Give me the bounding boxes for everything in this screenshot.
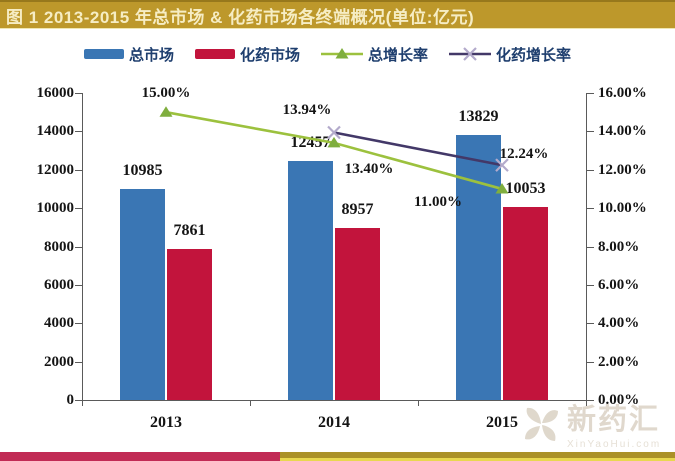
right-axis-tick-label: 4.00% (598, 315, 640, 332)
left-axis-tick-label: 10000 (36, 200, 75, 217)
triangle-marker-icon (327, 136, 341, 148)
triangle-marker-icon (495, 182, 509, 194)
percent-label: 11.00% (414, 194, 462, 210)
legend-label: 总增长率 (368, 46, 429, 64)
legend-label: 化药增长率 (496, 46, 572, 64)
x-tick (250, 400, 251, 406)
left-axis-tick-label: 2000 (44, 353, 74, 370)
right-tick (587, 208, 594, 210)
right-axis-tick-label: 0.00% (598, 392, 640, 408)
left-axis-tick-label: 16000 (36, 85, 75, 101)
left-tick (75, 131, 82, 133)
x-marker-icon (495, 158, 509, 172)
bar-value-label: 8957 (341, 201, 374, 219)
legend-item-化药市场: 化药市场 (195, 44, 300, 65)
bar-总市场-2014 (288, 160, 333, 400)
percent-label: 15.00% (141, 85, 191, 101)
bar-swatch-icon (195, 49, 236, 59)
left-tick (75, 284, 82, 286)
title-bar: 图 1 2013-2015 年总市场 & 化药市场各终端概况(单位:亿元) (0, 0, 675, 29)
x-tick (418, 400, 419, 406)
right-axis-tick-label: 6.00% (598, 276, 640, 293)
left-axis-tick-label: 12000 (36, 161, 75, 178)
footer-strip-right (280, 452, 675, 458)
legend-label: 化药市场 (240, 46, 301, 64)
bar-value-label: 7861 (173, 222, 206, 240)
y-axis-left (82, 93, 83, 400)
bar-value-label: 12457 (290, 133, 331, 151)
left-tick (75, 169, 82, 171)
percent-label: 12.24% (499, 146, 549, 162)
bar-化药市场-2013 (167, 249, 212, 400)
right-axis-tick-label: 16.00% (598, 85, 647, 101)
right-tick (587, 284, 594, 286)
y-axis-right (586, 93, 587, 400)
right-tick (587, 246, 594, 248)
watermark: 新药汇 XinYaoHui.com (517, 401, 675, 453)
right-tick (587, 169, 594, 171)
footer-strip-left (0, 452, 280, 461)
left-axis-tick-label: 14000 (36, 123, 75, 140)
left-axis-tick-label: 8000 (44, 238, 74, 255)
percent-label: 13.40% (344, 161, 394, 177)
right-tick (587, 323, 594, 325)
x-axis-label: 2013 (150, 414, 182, 431)
x-axis (82, 400, 587, 401)
right-axis-tick-label: 14.00% (598, 123, 647, 140)
legend-item-化药增长率: 化药增长率 (449, 44, 571, 65)
x-marker-icon (327, 125, 341, 140)
bar-value-label: 10053 (505, 180, 546, 198)
legend-item-总增长率: 总增长率 (321, 44, 428, 65)
footer-strip-accent (280, 458, 675, 461)
x-tick (82, 400, 83, 406)
bar-总市场-2013 (120, 189, 165, 400)
flower-logo-icon (525, 407, 558, 441)
percent-label: 13.94% (282, 102, 332, 118)
chart-title: 图 1 2013-2015 年总市场 & 化药市场各终端概况(单位:亿元) (6, 7, 475, 27)
left-axis-tick-label: 4000 (44, 315, 74, 332)
triangle-marker-icon (159, 106, 173, 117)
right-axis-tick-label: 10.00% (598, 200, 647, 217)
right-axis-tick-label: 2.00% (598, 353, 640, 370)
right-tick (587, 361, 594, 363)
legend: 总市场 化药市场 总增长率 化药增长率 (84, 44, 571, 64)
right-tick (587, 131, 594, 133)
growth-line-总增长率 (165, 110, 503, 191)
watermark-domain: XinYaoHui.com (567, 439, 662, 450)
bar-化药市场-2014 (335, 228, 380, 400)
line-triangle-icon (321, 48, 364, 59)
left-tick (75, 400, 82, 401)
x-tick (586, 400, 587, 406)
bar-value-label: 10985 (122, 162, 163, 180)
watermark-brand: 新药汇 (567, 404, 661, 436)
bar-swatch-icon (84, 49, 124, 59)
legend-item-总市场: 总市场 (84, 44, 174, 65)
right-tick (587, 93, 594, 94)
x-axis-label: 2015 (486, 414, 518, 431)
growth-line-化药增长率 (333, 131, 503, 167)
left-tick (75, 208, 82, 210)
line-x-icon (449, 47, 492, 61)
left-tick (75, 361, 82, 363)
left-axis-tick-label: 0 (66, 392, 75, 408)
legend-label: 总市场 (129, 46, 175, 64)
right-tick (587, 400, 594, 401)
left-tick (75, 93, 82, 94)
bar-value-label: 13829 (458, 107, 499, 125)
left-tick (75, 246, 82, 248)
right-axis-tick-label: 8.00% (598, 238, 640, 255)
bar-化药市场-2015 (503, 207, 548, 400)
right-axis-tick-label: 12.00% (598, 161, 647, 178)
x-axis-label: 2014 (318, 414, 350, 431)
left-tick (75, 323, 82, 325)
left-axis-tick-label: 6000 (44, 276, 74, 293)
